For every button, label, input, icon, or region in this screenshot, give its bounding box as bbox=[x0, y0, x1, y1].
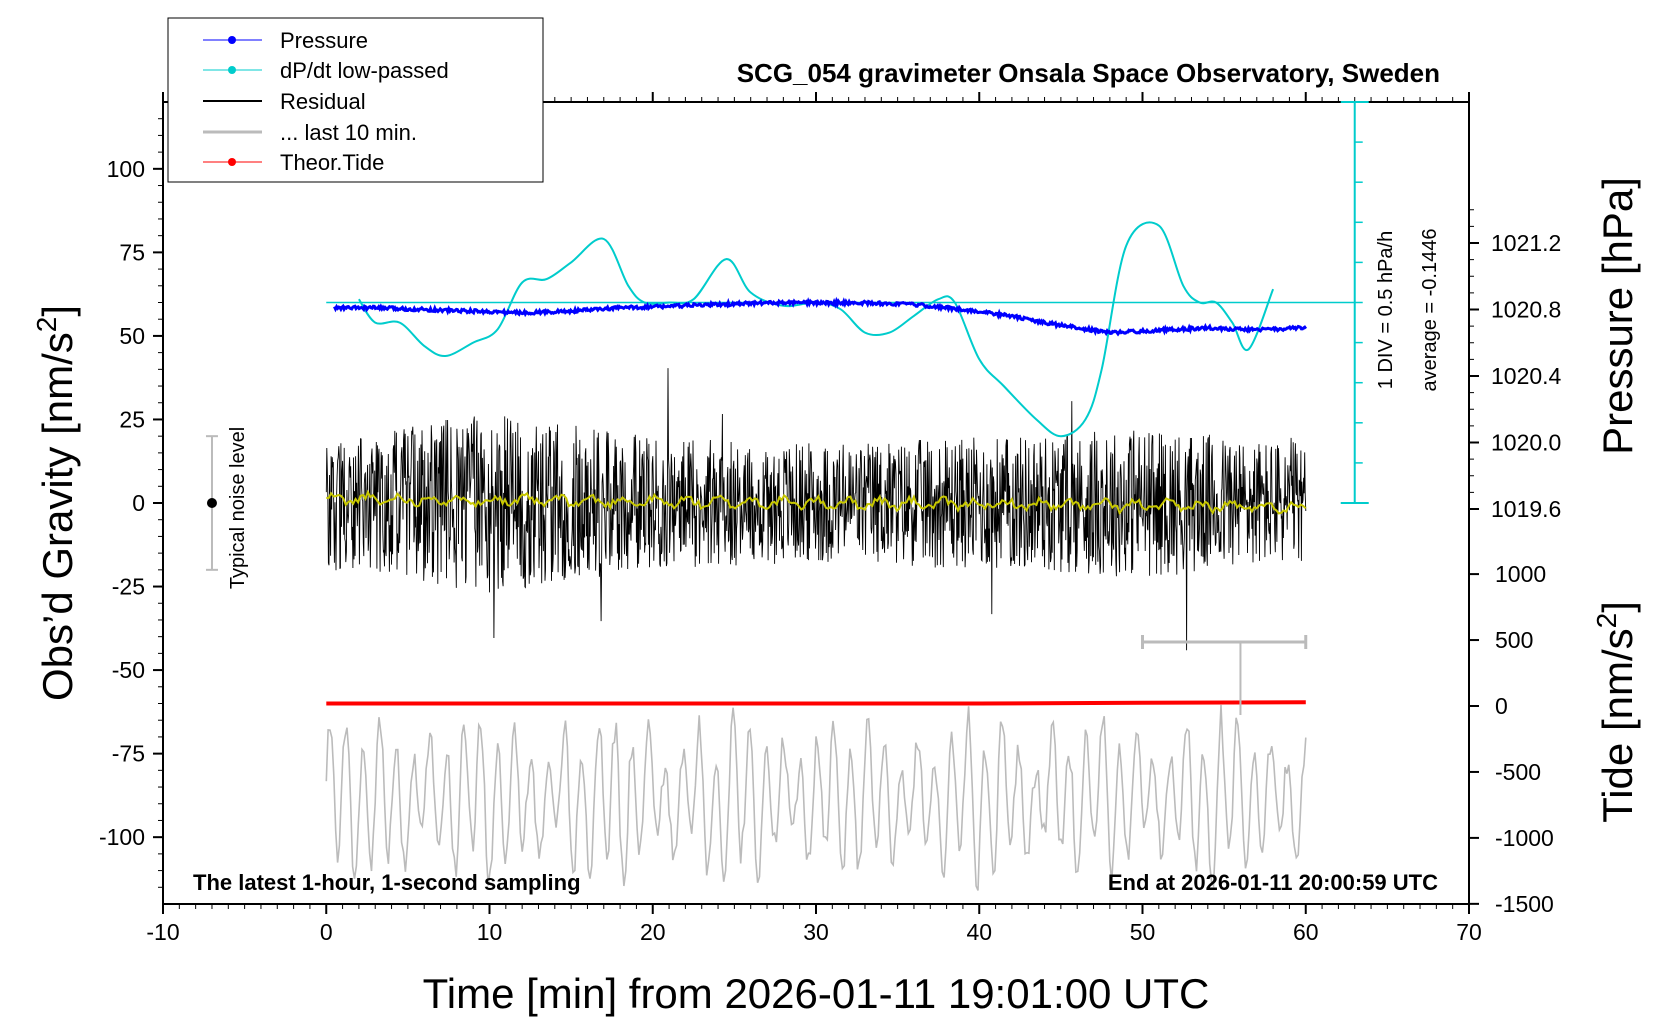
legend-label-last10: ... last 10 min. bbox=[280, 120, 417, 145]
legend-item-pressure: Pressure bbox=[203, 28, 368, 53]
y-left-tick-label: 75 bbox=[119, 239, 145, 265]
last10-series bbox=[325, 704, 1307, 891]
tide-series bbox=[326, 700, 1306, 706]
y-left-tick-label: 100 bbox=[107, 156, 145, 182]
x-tick-label: 60 bbox=[1293, 919, 1319, 945]
chart-title: SCG_054 gravimeter Onsala Space Observat… bbox=[737, 58, 1440, 88]
legend: Pressure dP/dt low-passed Residual ... l… bbox=[167, 17, 544, 183]
legend-label-residual: Residual bbox=[280, 89, 366, 114]
x-tick-label: 10 bbox=[477, 919, 503, 945]
dpdt-scale-bar bbox=[1340, 101, 1369, 504]
y-pressure-tick-label: 1021.2 bbox=[1491, 230, 1561, 256]
tide-line bbox=[326, 700, 1306, 706]
y-tide-tick-label: 500 bbox=[1495, 627, 1533, 653]
x-axis-label: Time [min] from 2026-01-11 19:01:00 UTC bbox=[423, 970, 1210, 1017]
last10-line bbox=[325, 704, 1307, 891]
y-left-tick-label: -50 bbox=[112, 657, 145, 683]
footer-left-note: The latest 1-hour, 1-second sampling bbox=[193, 870, 581, 895]
legend-label-tide: Theor.Tide bbox=[280, 150, 384, 175]
y-left-tick-label: -75 bbox=[112, 741, 145, 767]
y-tide-tick-label: -500 bbox=[1495, 759, 1541, 785]
x-tick-label: 50 bbox=[1130, 919, 1156, 945]
y-left-tick-label: 0 bbox=[132, 490, 145, 516]
footer-right-note: End at 2026-01-11 20:00:59 UTC bbox=[1108, 870, 1438, 895]
y-left-tick-label: -100 bbox=[99, 824, 145, 850]
y-tide-tick-label: 0 bbox=[1495, 693, 1508, 719]
legend-item-dpdt: dP/dt low-passed bbox=[203, 58, 449, 83]
residual-smoothed-line bbox=[326, 489, 1307, 516]
legend-marker-pressure bbox=[228, 36, 236, 44]
pressure-series bbox=[333, 296, 1308, 337]
y-tide-tick-label: -1500 bbox=[1495, 891, 1554, 917]
y-tide-tick-label: -1000 bbox=[1495, 825, 1554, 851]
noise-level-label: Typical noise level bbox=[227, 427, 249, 589]
y-pressure-tick-label: 1020.4 bbox=[1491, 363, 1562, 389]
residual-line bbox=[325, 368, 1307, 651]
legend-label-pressure: Pressure bbox=[280, 28, 368, 53]
noise-level-indicator bbox=[205, 435, 218, 571]
y-axis-label-pressure: Pressure [hPa] bbox=[1594, 177, 1641, 455]
legend-item-tide: Theor.Tide bbox=[203, 150, 384, 175]
dpdt-average-label: average = -0.1446 bbox=[1419, 229, 1441, 392]
dpdt-line bbox=[358, 221, 1275, 438]
residual-series bbox=[325, 368, 1307, 651]
legend-item-last10: ... last 10 min. bbox=[203, 120, 417, 145]
x-tick-label: 30 bbox=[803, 919, 829, 945]
x-tick-label: 20 bbox=[640, 919, 666, 945]
pressure-line bbox=[333, 296, 1308, 337]
x-tick-label: 70 bbox=[1456, 919, 1482, 945]
legend-item-residual: Residual bbox=[203, 89, 366, 114]
y-pressure-tick-label: 1019.6 bbox=[1491, 496, 1561, 522]
legend-label-dpdt: dP/dt low-passed bbox=[280, 58, 449, 83]
y-axis-label-left: Obs’d Gravity [nm/s2] bbox=[31, 305, 81, 701]
y-axis-label-tide: Tide [nm/s2] bbox=[1591, 601, 1641, 823]
last10-range-bar bbox=[1141, 635, 1308, 715]
y-left-tick-label: -25 bbox=[112, 574, 145, 600]
residual-smoothed-series bbox=[326, 489, 1307, 516]
x-tick-label: 40 bbox=[966, 919, 992, 945]
legend-marker-tide bbox=[228, 158, 236, 166]
y-pressure-tick-label: 1020.8 bbox=[1491, 297, 1561, 323]
y-left-tick-label: 50 bbox=[119, 323, 145, 349]
y-tide-tick-label: 1000 bbox=[1495, 561, 1546, 587]
x-tick-label: -10 bbox=[146, 919, 179, 945]
y-pressure-tick-label: 1020.0 bbox=[1491, 430, 1561, 456]
legend-marker-dpdt bbox=[228, 66, 236, 74]
y-left-tick-label: 25 bbox=[119, 406, 145, 432]
dpdt-scale-label: 1 DIV = 0.5 hPa/h bbox=[1375, 231, 1397, 389]
x-tick-label: 0 bbox=[320, 919, 333, 945]
noise-center-dot bbox=[206, 498, 217, 508]
axis-ticks: -10 0 10 20 30 40 50 60 701007550250-25-50-75-10… bbox=[99, 92, 1562, 945]
